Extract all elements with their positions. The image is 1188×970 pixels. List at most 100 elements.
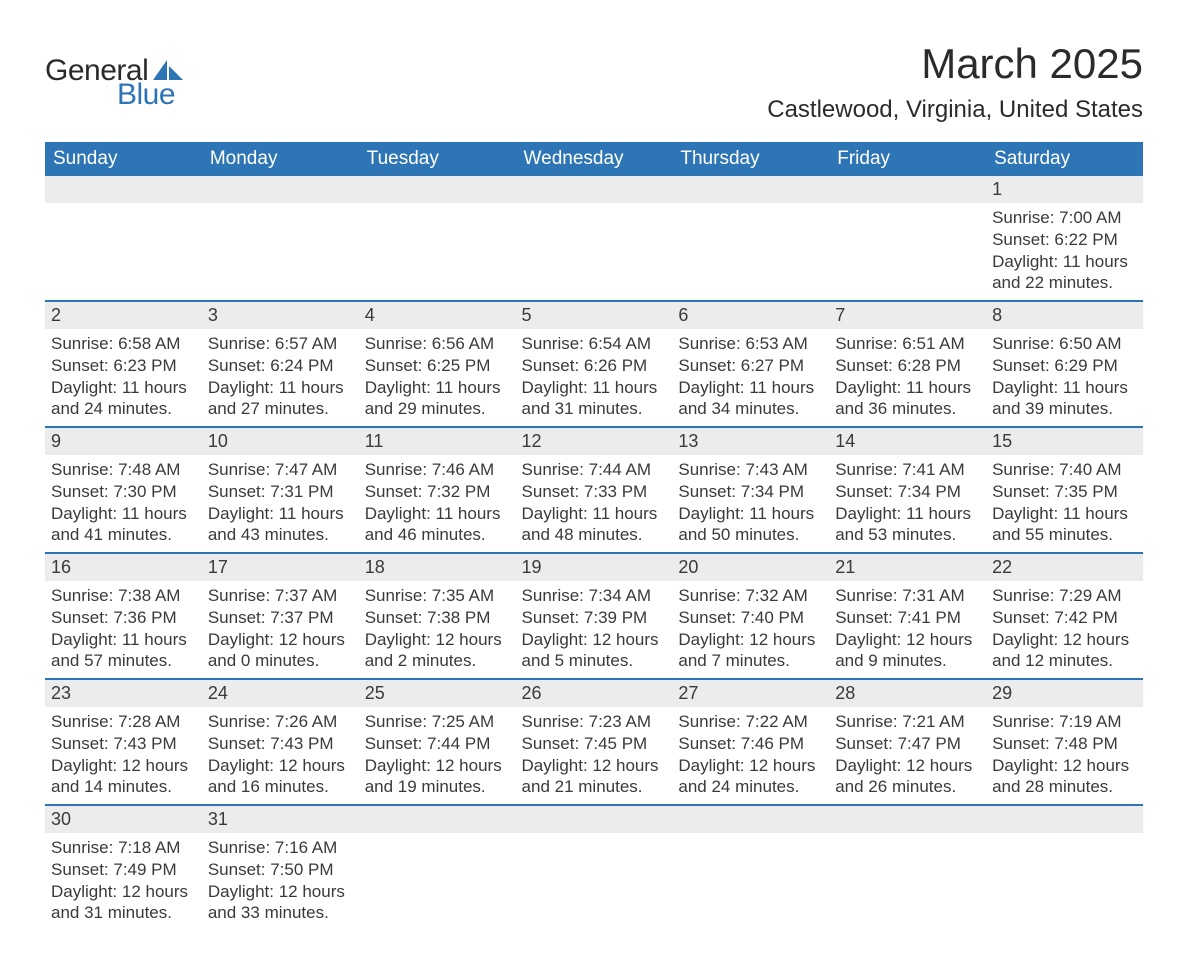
daylight-text: Daylight: 11 hours and 29 minutes. (365, 377, 510, 421)
day-number-row: 3031 (45, 805, 1143, 833)
sunset-text: Sunset: 7:49 PM (51, 859, 196, 881)
day-number-cell (986, 805, 1143, 833)
day-number-cell: 3 (202, 301, 359, 329)
day-number-cell: 2 (45, 301, 202, 329)
day-number-cell: 19 (516, 553, 673, 581)
day-number-cell: 20 (672, 553, 829, 581)
sunrise-text: Sunrise: 7:41 AM (835, 459, 980, 481)
logo: General Blue (45, 40, 185, 110)
daylight-text: Daylight: 11 hours and 43 minutes. (208, 503, 353, 547)
daylight-text: Daylight: 11 hours and 55 minutes. (992, 503, 1137, 547)
sunrise-text: Sunrise: 7:00 AM (992, 207, 1137, 229)
sunrise-text: Sunrise: 6:58 AM (51, 333, 196, 355)
day-detail-cell (45, 203, 202, 301)
daylight-text: Daylight: 11 hours and 31 minutes. (522, 377, 667, 421)
day-detail-cell: Sunrise: 7:40 AMSunset: 7:35 PMDaylight:… (986, 455, 1143, 553)
day-detail-cell: Sunrise: 7:28 AMSunset: 7:43 PMDaylight:… (45, 707, 202, 805)
day-number-row: 2345678 (45, 301, 1143, 329)
daylight-text: Daylight: 12 hours and 5 minutes. (522, 629, 667, 673)
day-number-cell (202, 176, 359, 203)
day-detail-cell: Sunrise: 6:56 AMSunset: 6:25 PMDaylight:… (359, 329, 516, 427)
sunset-text: Sunset: 6:28 PM (835, 355, 980, 377)
sunrise-text: Sunrise: 6:51 AM (835, 333, 980, 355)
month-title: March 2025 (767, 40, 1143, 88)
sunset-text: Sunset: 6:22 PM (992, 229, 1137, 251)
day-detail-cell: Sunrise: 7:48 AMSunset: 7:30 PMDaylight:… (45, 455, 202, 553)
sunrise-text: Sunrise: 7:32 AM (678, 585, 823, 607)
daylight-text: Daylight: 12 hours and 28 minutes. (992, 755, 1137, 799)
daylight-text: Daylight: 11 hours and 39 minutes. (992, 377, 1137, 421)
sunset-text: Sunset: 7:46 PM (678, 733, 823, 755)
day-number-cell: 1 (986, 176, 1143, 203)
sunrise-text: Sunrise: 7:22 AM (678, 711, 823, 733)
sunrise-text: Sunrise: 7:18 AM (51, 837, 196, 859)
daylight-text: Daylight: 12 hours and 2 minutes. (365, 629, 510, 673)
day-detail-cell: Sunrise: 7:37 AMSunset: 7:37 PMDaylight:… (202, 581, 359, 679)
sunrise-text: Sunrise: 7:23 AM (522, 711, 667, 733)
day-number-cell (829, 805, 986, 833)
sunset-text: Sunset: 7:34 PM (835, 481, 980, 503)
day-detail-cell: Sunrise: 6:53 AMSunset: 6:27 PMDaylight:… (672, 329, 829, 427)
day-number-cell (516, 805, 673, 833)
day-number-cell: 9 (45, 427, 202, 455)
day-number-cell: 13 (672, 427, 829, 455)
day-detail-cell: Sunrise: 6:58 AMSunset: 6:23 PMDaylight:… (45, 329, 202, 427)
daylight-text: Daylight: 12 hours and 12 minutes. (992, 629, 1137, 673)
sunrise-text: Sunrise: 7:35 AM (365, 585, 510, 607)
day-detail-cell: Sunrise: 7:34 AMSunset: 7:39 PMDaylight:… (516, 581, 673, 679)
daylight-text: Daylight: 12 hours and 16 minutes. (208, 755, 353, 799)
daylight-text: Daylight: 11 hours and 53 minutes. (835, 503, 980, 547)
sunrise-text: Sunrise: 6:50 AM (992, 333, 1137, 355)
day-detail-cell: Sunrise: 6:57 AMSunset: 6:24 PMDaylight:… (202, 329, 359, 427)
sunrise-text: Sunrise: 7:16 AM (208, 837, 353, 859)
day-number-cell: 15 (986, 427, 1143, 455)
sunset-text: Sunset: 7:43 PM (51, 733, 196, 755)
day-number-cell: 17 (202, 553, 359, 581)
day-detail-cell: Sunrise: 7:00 AMSunset: 6:22 PMDaylight:… (986, 203, 1143, 301)
day-detail-row: Sunrise: 7:28 AMSunset: 7:43 PMDaylight:… (45, 707, 1143, 805)
sunset-text: Sunset: 6:23 PM (51, 355, 196, 377)
weekday-header: Friday (829, 142, 986, 176)
weekday-header: Monday (202, 142, 359, 176)
sunset-text: Sunset: 7:41 PM (835, 607, 980, 629)
day-detail-cell: Sunrise: 7:32 AMSunset: 7:40 PMDaylight:… (672, 581, 829, 679)
weekday-header: Saturday (986, 142, 1143, 176)
day-detail-cell (672, 833, 829, 930)
day-detail-cell (202, 203, 359, 301)
sunset-text: Sunset: 6:27 PM (678, 355, 823, 377)
weekday-header-row: Sunday Monday Tuesday Wednesday Thursday… (45, 142, 1143, 176)
sunset-text: Sunset: 7:43 PM (208, 733, 353, 755)
day-number-cell: 28 (829, 679, 986, 707)
day-number-cell: 18 (359, 553, 516, 581)
day-detail-cell: Sunrise: 7:29 AMSunset: 7:42 PMDaylight:… (986, 581, 1143, 679)
day-detail-row: Sunrise: 7:18 AMSunset: 7:49 PMDaylight:… (45, 833, 1143, 930)
sunset-text: Sunset: 7:50 PM (208, 859, 353, 881)
sunset-text: Sunset: 7:36 PM (51, 607, 196, 629)
day-detail-cell: Sunrise: 7:47 AMSunset: 7:31 PMDaylight:… (202, 455, 359, 553)
day-detail-cell (516, 833, 673, 930)
sunset-text: Sunset: 6:24 PM (208, 355, 353, 377)
daylight-text: Daylight: 11 hours and 27 minutes. (208, 377, 353, 421)
sunrise-text: Sunrise: 7:34 AM (522, 585, 667, 607)
daylight-text: Daylight: 11 hours and 46 minutes. (365, 503, 510, 547)
daylight-text: Daylight: 11 hours and 48 minutes. (522, 503, 667, 547)
day-number-cell: 26 (516, 679, 673, 707)
day-detail-cell: Sunrise: 7:18 AMSunset: 7:49 PMDaylight:… (45, 833, 202, 930)
daylight-text: Daylight: 11 hours and 22 minutes. (992, 251, 1137, 295)
sunset-text: Sunset: 7:34 PM (678, 481, 823, 503)
day-number-row: 23242526272829 (45, 679, 1143, 707)
day-detail-cell: Sunrise: 7:25 AMSunset: 7:44 PMDaylight:… (359, 707, 516, 805)
day-detail-cell (829, 833, 986, 930)
day-number-cell: 4 (359, 301, 516, 329)
sunset-text: Sunset: 7:45 PM (522, 733, 667, 755)
daylight-text: Daylight: 11 hours and 57 minutes. (51, 629, 196, 673)
calendar-table: Sunday Monday Tuesday Wednesday Thursday… (45, 142, 1143, 930)
sunrise-text: Sunrise: 7:31 AM (835, 585, 980, 607)
day-detail-cell: Sunrise: 7:26 AMSunset: 7:43 PMDaylight:… (202, 707, 359, 805)
sunset-text: Sunset: 7:30 PM (51, 481, 196, 503)
day-number-cell (672, 805, 829, 833)
sunrise-text: Sunrise: 6:53 AM (678, 333, 823, 355)
daylight-text: Daylight: 12 hours and 7 minutes. (678, 629, 823, 673)
day-detail-cell: Sunrise: 7:19 AMSunset: 7:48 PMDaylight:… (986, 707, 1143, 805)
sunset-text: Sunset: 7:31 PM (208, 481, 353, 503)
